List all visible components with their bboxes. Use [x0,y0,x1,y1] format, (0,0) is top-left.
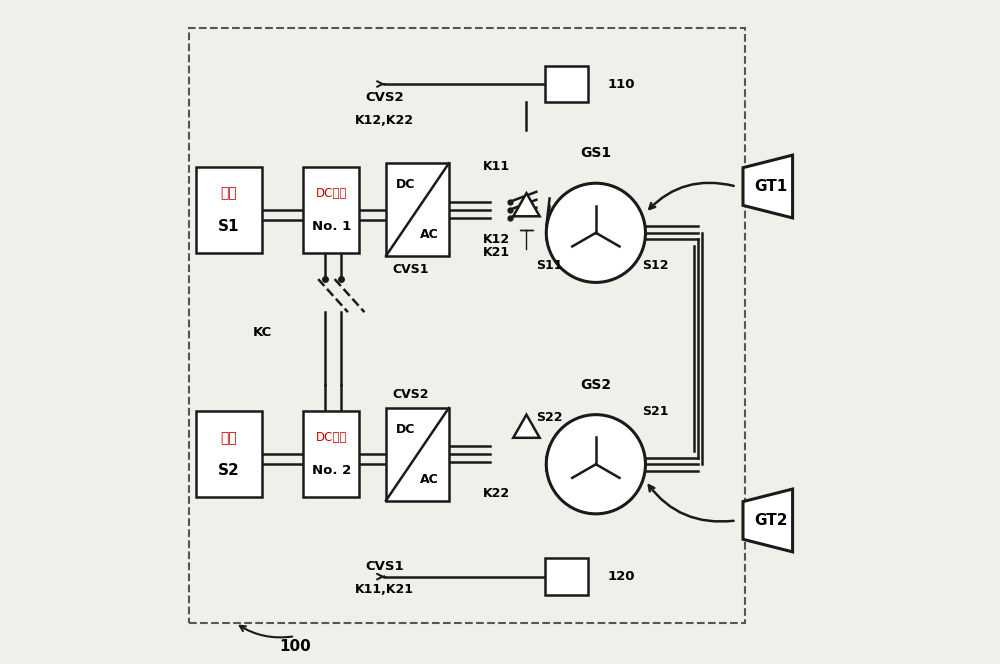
Text: AC: AC [420,473,439,486]
FancyBboxPatch shape [386,408,449,501]
Circle shape [546,183,645,282]
Text: DC总线: DC总线 [316,187,347,200]
Text: CVS1: CVS1 [365,560,404,573]
Text: 储存: 储存 [221,431,237,445]
Text: GT1: GT1 [754,179,788,194]
Text: KC: KC [253,325,272,339]
Text: 储存: 储存 [221,186,237,200]
Polygon shape [513,414,540,438]
Text: K12: K12 [483,233,510,246]
Text: K12,K22: K12,K22 [355,114,414,127]
Circle shape [546,414,645,514]
Text: K22: K22 [483,487,510,501]
Text: K21: K21 [483,246,510,259]
Text: CVS2: CVS2 [392,388,429,402]
Text: AC: AC [420,228,439,241]
Text: S1: S1 [218,218,240,234]
Text: S12: S12 [642,260,669,272]
Text: DC: DC [396,178,415,191]
Text: DC总线: DC总线 [316,432,347,444]
Text: GS1: GS1 [580,147,611,161]
Text: No. 1: No. 1 [312,220,351,232]
Polygon shape [743,155,793,218]
Text: K11,K21: K11,K21 [355,584,414,596]
Text: DC: DC [396,423,415,436]
Polygon shape [743,489,793,552]
Text: 100: 100 [279,639,311,653]
Polygon shape [513,193,540,216]
Text: K11: K11 [483,160,510,173]
FancyBboxPatch shape [545,66,588,102]
FancyBboxPatch shape [196,411,262,497]
Text: 110: 110 [607,78,635,90]
FancyBboxPatch shape [386,163,449,256]
Text: GT2: GT2 [754,513,788,528]
Text: CVS1: CVS1 [392,262,429,276]
FancyBboxPatch shape [303,167,359,253]
FancyBboxPatch shape [303,411,359,497]
Text: S21: S21 [642,405,669,418]
Text: CVS2: CVS2 [365,91,404,104]
FancyBboxPatch shape [545,558,588,595]
Text: GS2: GS2 [580,378,611,392]
FancyBboxPatch shape [196,167,262,253]
Text: S11: S11 [536,260,563,272]
Text: S22: S22 [536,412,563,424]
Text: 120: 120 [607,570,635,583]
Text: No. 2: No. 2 [312,464,351,477]
Text: S2: S2 [218,463,240,478]
